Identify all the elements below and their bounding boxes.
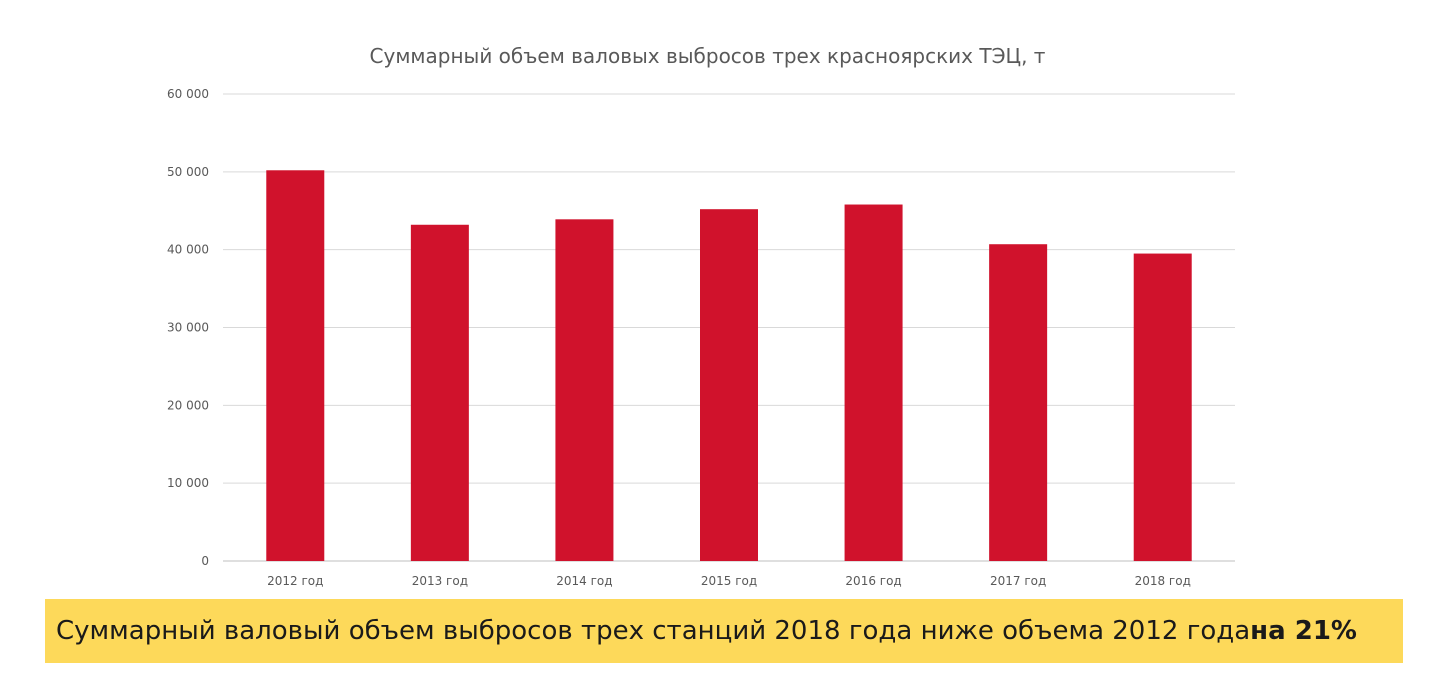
- bar: [989, 244, 1048, 562]
- y-tick-label: 50 000: [167, 165, 209, 179]
- x-tick-label: 2017 год: [990, 574, 1046, 588]
- y-tick-label: 0: [201, 554, 209, 568]
- y-tick-label: 30 000: [167, 321, 209, 335]
- bars: [266, 170, 1192, 562]
- summary-banner: Суммарный валовый объем выбросов трех ст…: [45, 599, 1403, 663]
- summary-text: Суммарный валовый объем выбросов трех ст…: [56, 616, 1251, 646]
- bar-chart: 0 10 000 20 000 30 000 40 000 50 000 60 000 20…: [167, 87, 1235, 588]
- bar: [266, 170, 325, 561]
- summary-highlight: на 21%: [1250, 616, 1357, 646]
- y-tick-label: 10 000: [167, 476, 209, 490]
- bar: [700, 209, 758, 561]
- x-tick-label: 2013 год: [412, 574, 468, 588]
- bar: [844, 204, 903, 562]
- chart-title: Суммарный объем валовых выбросов трех кр…: [369, 44, 1046, 68]
- x-tick-label: 2015 год: [701, 574, 757, 588]
- bar: [1133, 253, 1192, 561]
- x-tick-label: 2014 год: [556, 574, 612, 588]
- y-axis-ticks: 0 10 000 20 000 30 000 40 000 50 000 60 000: [167, 87, 209, 568]
- x-tick-label: 2018 год: [1135, 574, 1191, 588]
- x-axis-ticks: 2012 год 2013 год 2014 год 2015 год 2016 год…: [267, 574, 1191, 588]
- bar: [555, 219, 614, 562]
- y-tick-label: 40 000: [167, 243, 209, 257]
- y-tick-label: 20 000: [167, 398, 209, 412]
- bar: [410, 224, 469, 561]
- y-tick-label: 60 000: [167, 87, 209, 101]
- x-tick-label: 2016 год: [845, 574, 901, 588]
- x-tick-label: 2012 год: [267, 574, 323, 588]
